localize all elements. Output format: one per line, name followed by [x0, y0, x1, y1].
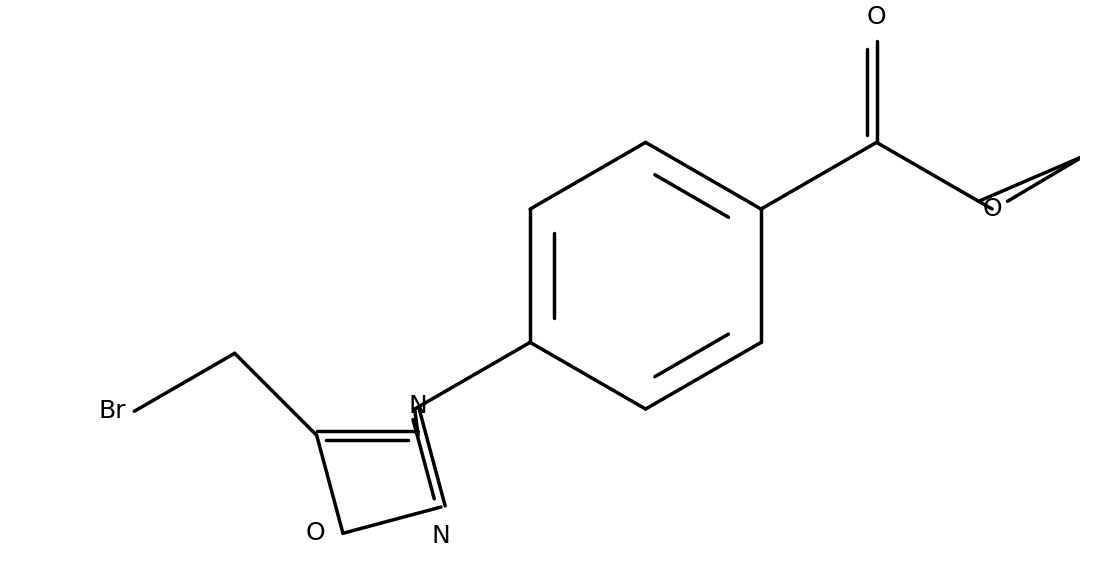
Text: N: N	[432, 524, 450, 549]
Text: Br: Br	[99, 399, 126, 423]
Text: O: O	[866, 5, 886, 29]
Text: O: O	[983, 197, 1001, 221]
Text: O: O	[306, 521, 325, 545]
Text: N: N	[408, 394, 427, 418]
